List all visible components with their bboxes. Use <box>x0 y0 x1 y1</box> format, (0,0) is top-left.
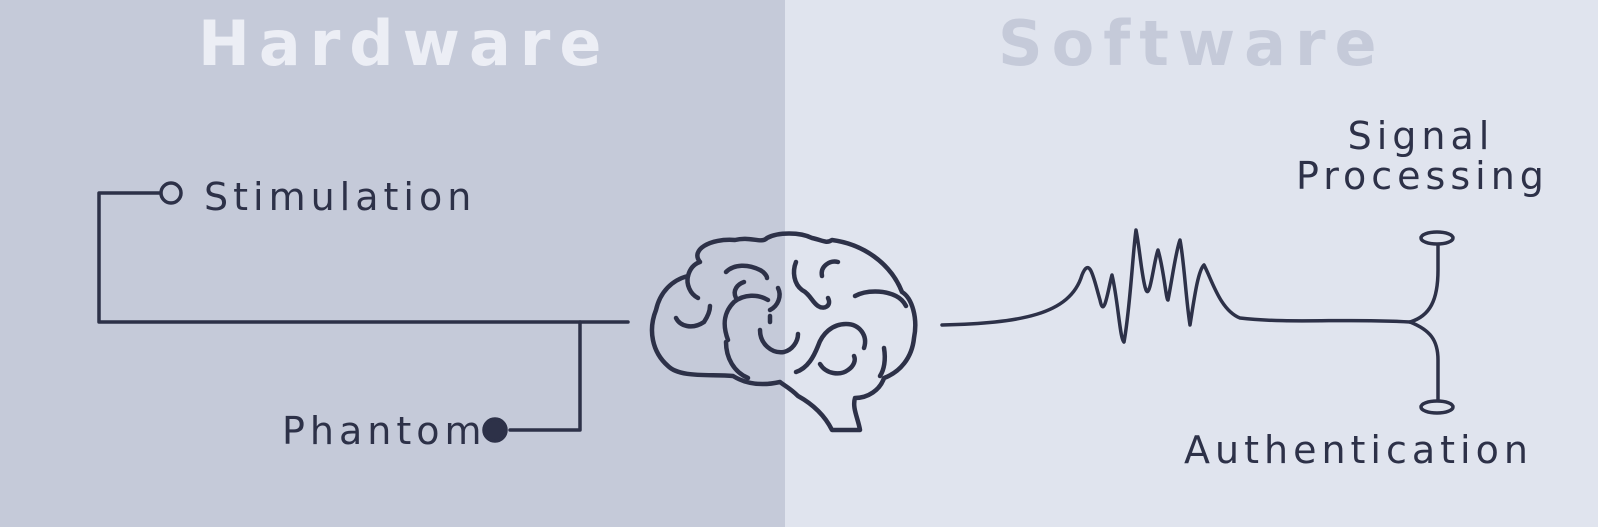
signal-processing-label-line1: Signal <box>1347 114 1495 158</box>
signal-processing-branch <box>1408 243 1440 324</box>
brain-icon <box>649 231 918 433</box>
software-panel <box>785 0 1598 527</box>
signal-processing-label: Signal Processing <box>1296 116 1546 196</box>
software-title: Software <box>998 7 1386 80</box>
stimulation-node <box>159 181 183 205</box>
authentication-node <box>1419 399 1455 415</box>
stimulation-label: Stimulation <box>204 175 477 219</box>
authentication-label: Authentication <box>1184 428 1533 472</box>
phantom-label: Phantom <box>282 409 487 453</box>
hardware-panel <box>0 0 785 527</box>
authentication-branch <box>1408 320 1440 402</box>
hardware-title: Hardware <box>198 7 611 80</box>
phantom-node <box>482 417 508 443</box>
phantom-wire <box>508 320 582 432</box>
waveform-icon <box>940 228 1412 344</box>
stimulation-wire <box>97 191 630 324</box>
signal-processing-label-line2: Processing <box>1296 154 1549 198</box>
signal-processing-node <box>1419 230 1455 246</box>
